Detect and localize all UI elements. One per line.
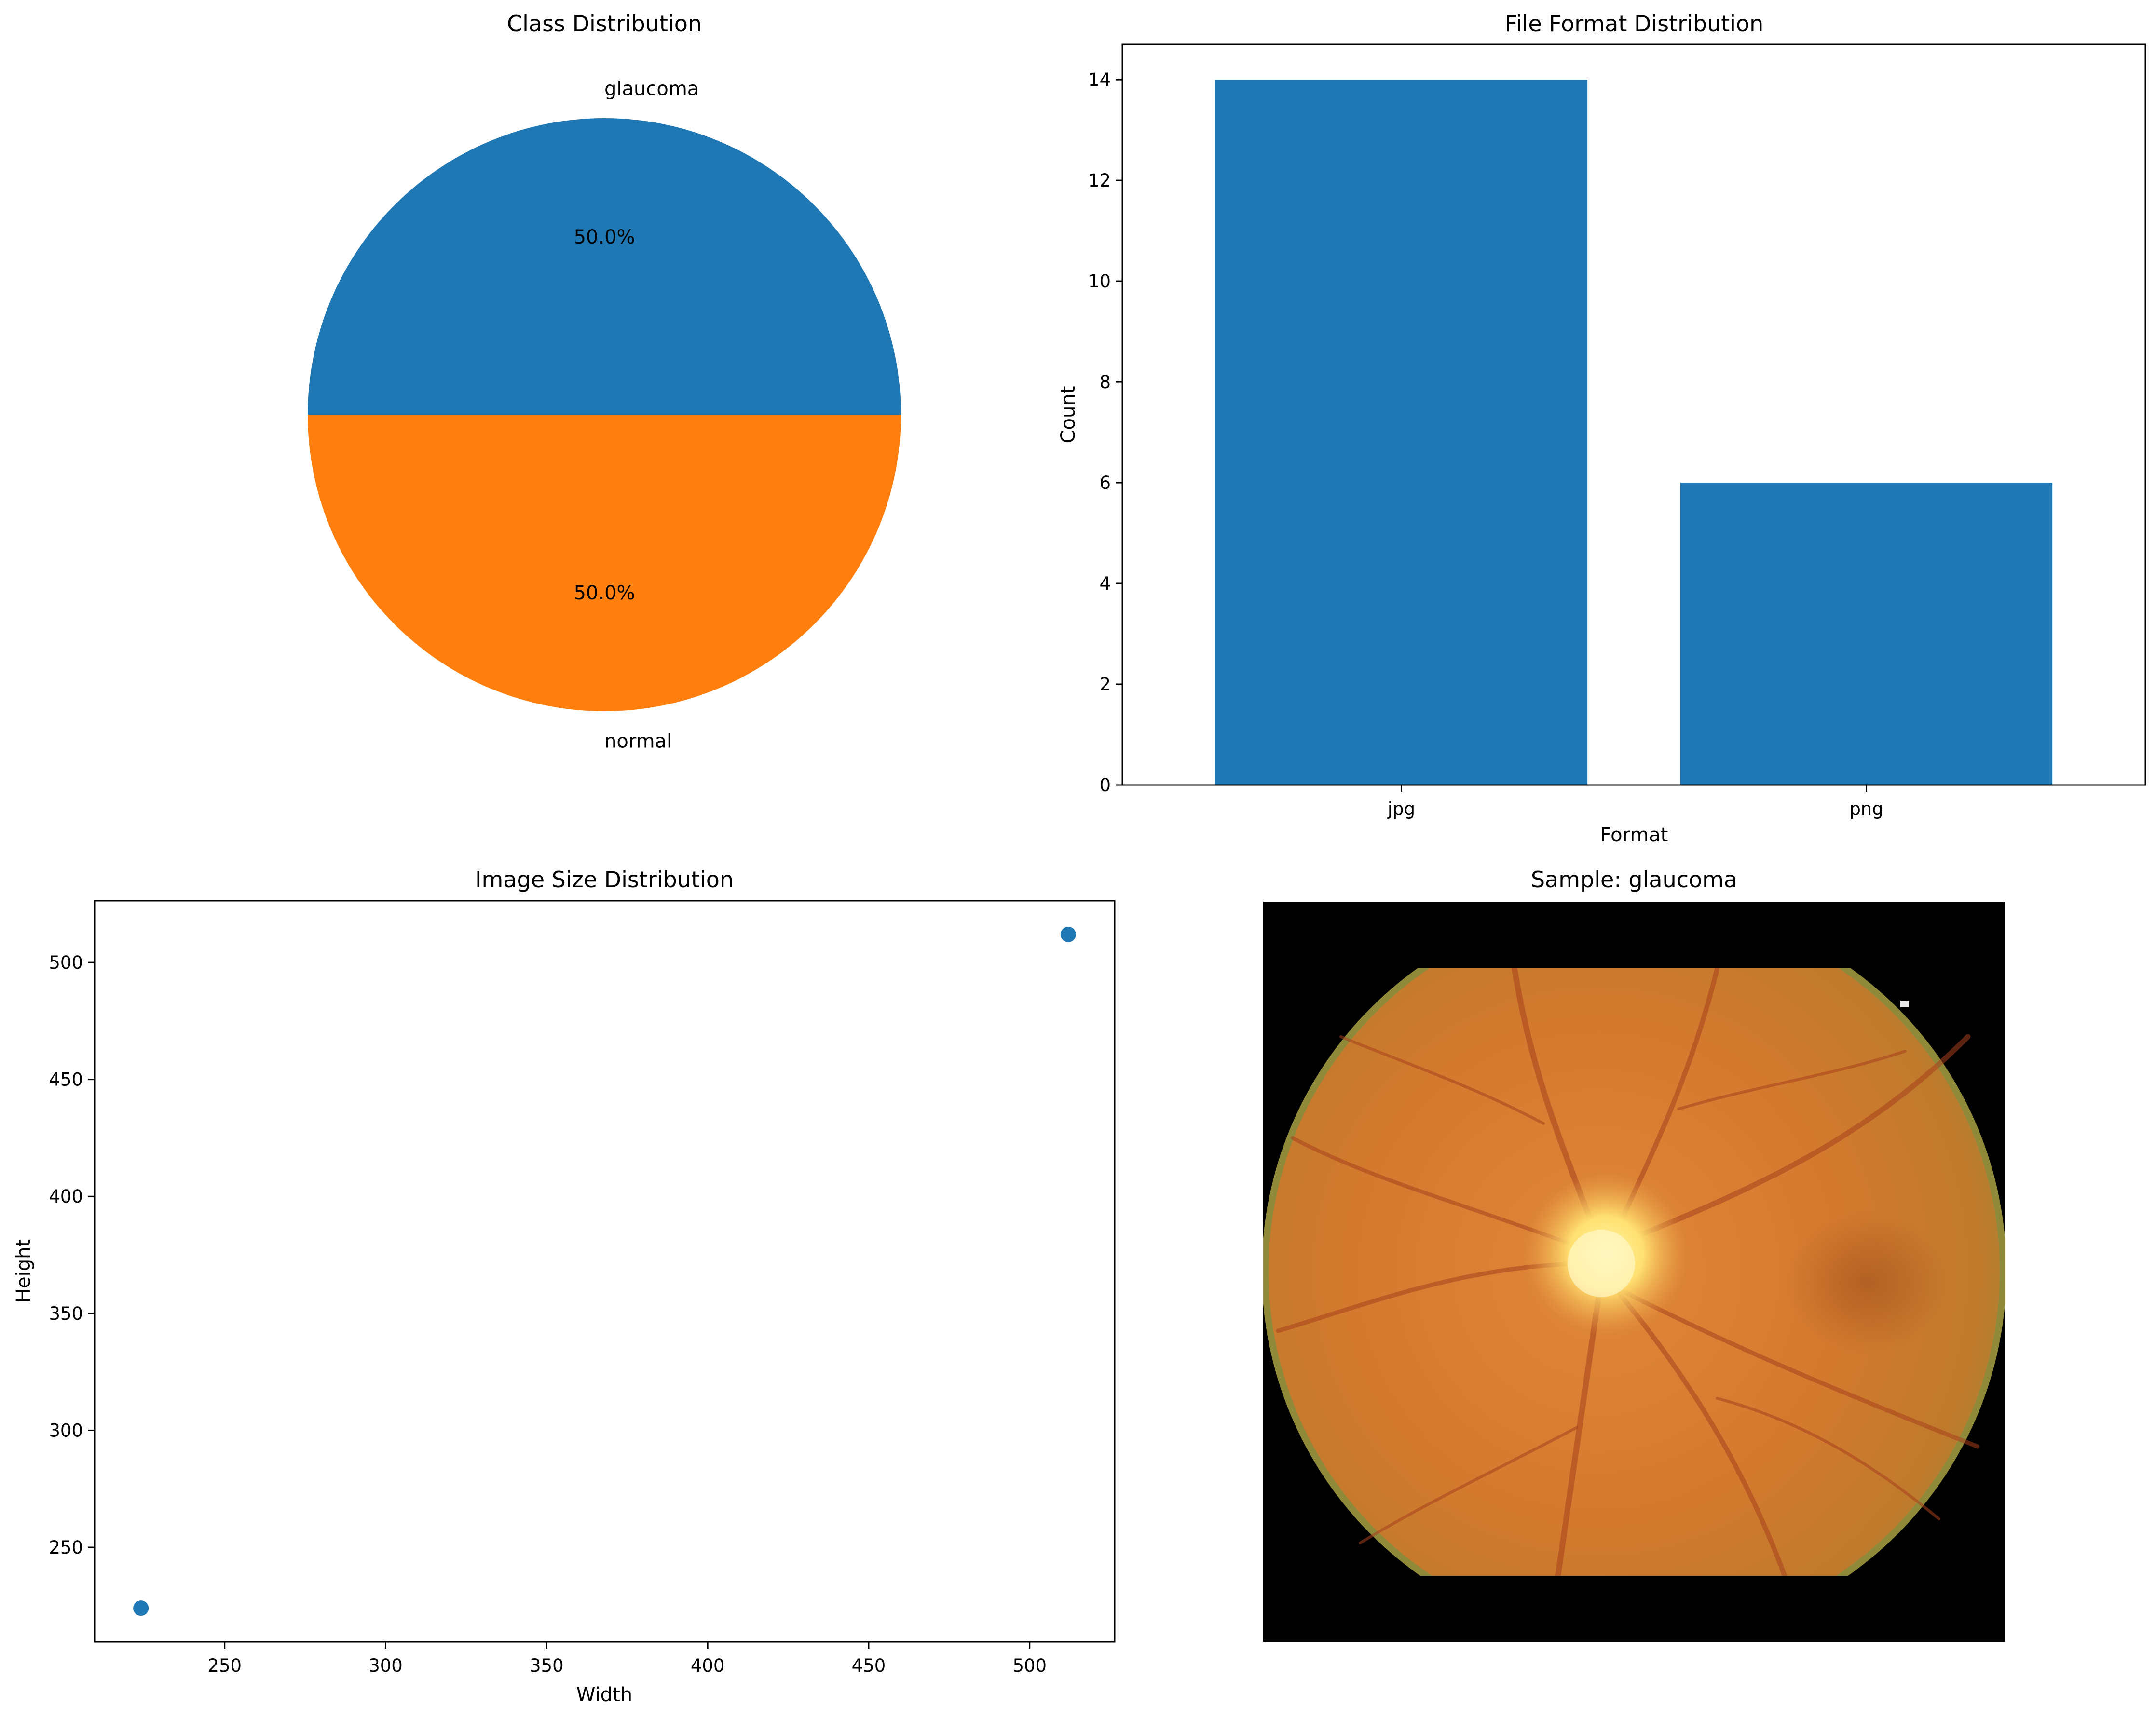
pie-title: Class Distribution bbox=[507, 11, 702, 37]
scatter-points bbox=[133, 926, 1076, 1616]
y-tick-label: 300 bbox=[49, 1420, 83, 1441]
scatter-axes-frame bbox=[94, 900, 1116, 1643]
x-tick-label: 450 bbox=[852, 1655, 886, 1676]
x-tick-label: 500 bbox=[1012, 1655, 1047, 1676]
scatter-x-axis-label: Width bbox=[576, 1684, 632, 1706]
blood-vessels bbox=[1276, 968, 1980, 1576]
pie-category-label: glaucoma bbox=[604, 78, 699, 100]
bar-axes-frame bbox=[1121, 43, 2146, 786]
bar-jpg bbox=[1215, 80, 1588, 785]
scatter-x-ticks: 250 300 350 400 450 500 bbox=[207, 1642, 1047, 1676]
x-tick-label: 350 bbox=[530, 1655, 564, 1676]
image-panel: Sample: glaucoma bbox=[1263, 866, 2005, 1642]
optic-cup bbox=[1568, 1230, 1635, 1297]
macula bbox=[1785, 1210, 1949, 1355]
bar-y-ticks: 0 2 4 6 8 10 12 14 bbox=[1088, 69, 1122, 796]
y-tick-label: 14 bbox=[1088, 69, 1111, 90]
bar-panel: File Format Distribution 0 2 4 6 8 10 12 14 jpg… bbox=[1057, 11, 2146, 846]
pie-category-label: normal bbox=[604, 731, 672, 753]
scatter-panel: Image Size Distribution 250 300 350 400 450 5… bbox=[13, 866, 1116, 1706]
pie-slices: 50.0% glaucoma 50.0% normal bbox=[308, 78, 901, 753]
pie-slice-glaucoma bbox=[308, 118, 901, 415]
y-tick-label: 12 bbox=[1088, 170, 1111, 191]
bar-marks bbox=[1215, 80, 2053, 785]
y-tick-label: 4 bbox=[1099, 573, 1111, 594]
y-tick-label: 500 bbox=[49, 952, 83, 973]
y-tick-label: 450 bbox=[49, 1069, 83, 1090]
x-tick-label: jpg bbox=[1387, 799, 1415, 819]
x-tick-label: 400 bbox=[691, 1655, 725, 1676]
bar-x-axis-label: Format bbox=[1600, 824, 1668, 846]
fundus-image bbox=[1263, 902, 2005, 1642]
bar-title: File Format Distribution bbox=[1505, 11, 1764, 37]
scatter-title: Image Size Distribution bbox=[475, 866, 734, 893]
pie-slice-normal bbox=[308, 415, 901, 711]
bar-y-axis-label: Count bbox=[1057, 386, 1079, 444]
y-tick-label: 6 bbox=[1099, 473, 1111, 493]
y-tick-label: 250 bbox=[49, 1537, 83, 1558]
y-tick-label: 350 bbox=[49, 1303, 83, 1324]
y-tick-label: 8 bbox=[1099, 372, 1111, 393]
scatter-y-axis-label: Height bbox=[13, 1239, 35, 1303]
bar-x-ticks: jpg png bbox=[1387, 785, 1883, 819]
scatter-y-ticks: 250 300 350 400 450 500 bbox=[49, 952, 95, 1558]
image-title: Sample: glaucoma bbox=[1531, 866, 1737, 893]
scatter-point bbox=[1060, 926, 1076, 942]
bar-png bbox=[1680, 483, 2053, 785]
x-tick-label: 250 bbox=[207, 1655, 242, 1676]
image-marker bbox=[1900, 1001, 1909, 1007]
pie-percent-label: 50.0% bbox=[573, 582, 635, 604]
pie-percent-label: 50.0% bbox=[573, 226, 635, 248]
pie-panel: Class Distribution 50.0% glaucoma 50.0% nor… bbox=[308, 11, 901, 753]
y-tick-label: 400 bbox=[49, 1186, 83, 1207]
y-tick-label: 0 bbox=[1099, 775, 1111, 796]
scatter-point bbox=[133, 1600, 149, 1616]
x-tick-label: png bbox=[1849, 799, 1883, 819]
y-tick-label: 2 bbox=[1099, 674, 1111, 695]
y-tick-label: 10 bbox=[1088, 271, 1111, 292]
x-tick-label: 300 bbox=[368, 1655, 403, 1676]
